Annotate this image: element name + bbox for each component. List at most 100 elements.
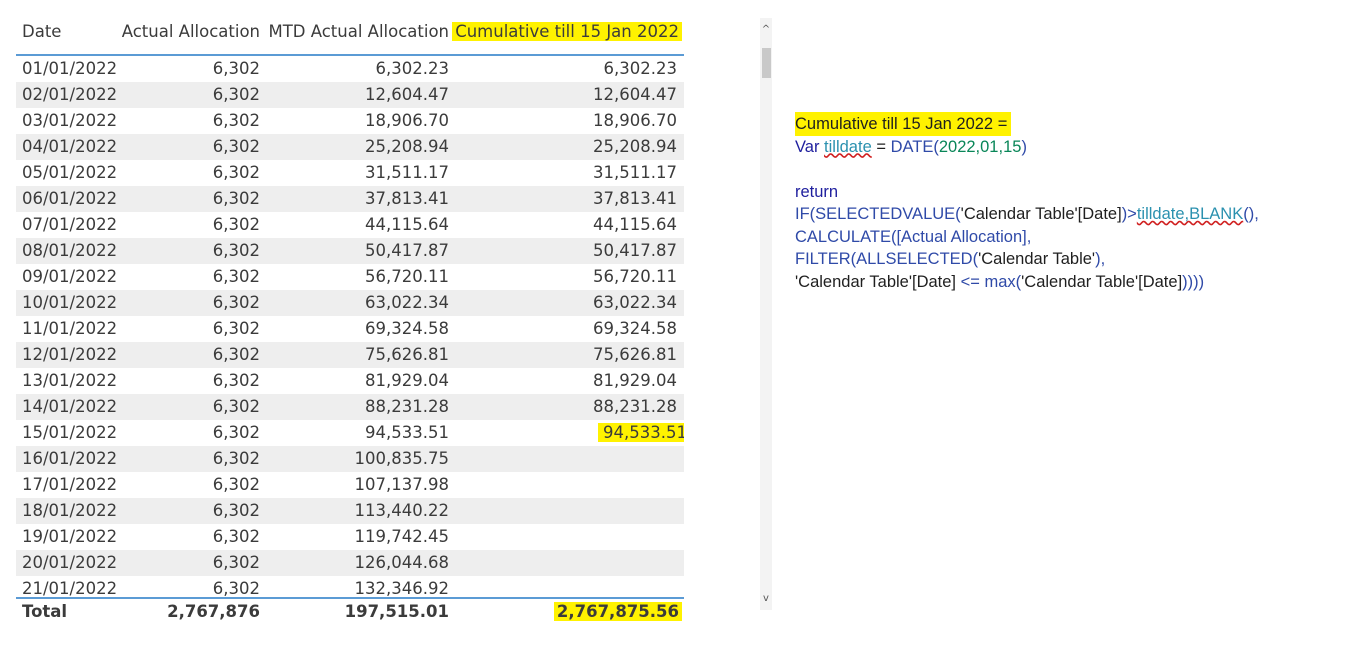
table-row[interactable]: 19/01/2022 6,302 119,742.45 bbox=[16, 524, 684, 550]
table-row[interactable]: 02/01/2022 6,302 12,604.47 12,604.47 bbox=[16, 82, 684, 108]
cell-mtd-actual-allocation: 50,417.87 bbox=[365, 241, 449, 260]
table-row[interactable]: 11/01/2022 6,302 69,324.58 69,324.58 bbox=[16, 316, 684, 342]
table-visual: Date Actual Allocation MTD Actual Alloca… bbox=[16, 14, 692, 624]
cell-mtd-actual-allocation: 81,929.04 bbox=[365, 371, 449, 390]
column-header-cumulative[interactable]: Cumulative till 15 Jan 2022 bbox=[452, 22, 682, 41]
cell-mtd-actual-allocation: 88,231.28 bbox=[365, 397, 449, 416]
cell-date: 03/01/2022 bbox=[22, 111, 118, 130]
cell-actual-allocation: 6,302 bbox=[212, 189, 260, 208]
cell-cumulative: 94,533.51 bbox=[598, 423, 684, 442]
cell-mtd-actual-allocation: 44,115.64 bbox=[365, 215, 449, 234]
column-header-date[interactable]: Date bbox=[22, 22, 62, 41]
chevron-down-icon[interactable]: v bbox=[763, 593, 769, 604]
code-token: 'Calendar Table'[Date] bbox=[795, 272, 957, 291]
table-row[interactable]: 13/01/2022 6,302 81,929.04 81,929.04 bbox=[16, 368, 684, 394]
cell-actual-allocation: 6,302 bbox=[212, 241, 260, 260]
cell-mtd-actual-allocation: 100,835.75 bbox=[354, 449, 449, 468]
code-token: <= bbox=[956, 272, 985, 291]
cell-date: 01/01/2022 bbox=[22, 59, 118, 78]
code-line-5: IF(SELECTEDVALUE('Calendar Table'[Date])… bbox=[795, 203, 1259, 226]
cell-date: 21/01/2022 bbox=[22, 579, 118, 597]
total-label: Total bbox=[22, 602, 68, 621]
cell-cumulative: 81,929.04 bbox=[593, 371, 677, 390]
cell-cumulative: 25,208.94 bbox=[593, 137, 677, 156]
cell-actual-allocation: 6,302 bbox=[212, 319, 260, 338]
table-row[interactable]: 18/01/2022 6,302 113,440.22 bbox=[16, 498, 684, 524]
column-header-actual-allocation[interactable]: Actual Allocation bbox=[121, 22, 260, 41]
cell-actual-allocation: 6,302 bbox=[212, 423, 260, 442]
table-row[interactable]: 14/01/2022 6,302 88,231.28 88,231.28 bbox=[16, 394, 684, 420]
code-token: ) bbox=[1021, 137, 1027, 156]
cell-cumulative: 44,115.64 bbox=[593, 215, 677, 234]
table-total-row: Total 2,767,876 197,515.01 2,767,875.56 bbox=[16, 597, 684, 626]
table-row[interactable]: 08/01/2022 6,302 50,417.87 50,417.87 bbox=[16, 238, 684, 264]
table-row[interactable]: 20/01/2022 6,302 126,044.68 bbox=[16, 550, 684, 576]
table-scrollbar[interactable]: ^ v bbox=[760, 18, 772, 610]
cell-mtd-actual-allocation: 75,626.81 bbox=[365, 345, 449, 364]
code-token: CALCULATE( bbox=[795, 227, 897, 246]
cell-cumulative: 18,906.70 bbox=[593, 111, 677, 130]
cell-mtd-actual-allocation: 18,906.70 bbox=[365, 111, 449, 130]
cell-actual-allocation: 6,302 bbox=[212, 293, 260, 312]
table-row[interactable]: 10/01/2022 6,302 63,022.34 63,022.34 bbox=[16, 290, 684, 316]
table-row[interactable]: 16/01/2022 6,302 100,835.75 bbox=[16, 446, 684, 472]
cell-cumulative: 69,324.58 bbox=[593, 319, 677, 338]
table-row[interactable]: 07/01/2022 6,302 44,115.64 44,115.64 bbox=[16, 212, 684, 238]
return-keyword: return bbox=[795, 182, 839, 201]
cell-actual-allocation: 6,302 bbox=[212, 397, 260, 416]
cell-date: 13/01/2022 bbox=[22, 371, 118, 390]
cell-cumulative: 6,302.23 bbox=[603, 59, 677, 78]
table-row[interactable]: 09/01/2022 6,302 56,720.11 56,720.11 bbox=[16, 264, 684, 290]
cell-date: 05/01/2022 bbox=[22, 163, 118, 182]
cell-actual-allocation: 6,302 bbox=[212, 215, 260, 234]
cell-date: 17/01/2022 bbox=[22, 475, 118, 494]
code-token: = bbox=[871, 137, 891, 156]
cell-actual-allocation: 6,302 bbox=[212, 85, 260, 104]
table-row[interactable]: 15/01/2022 6,302 94,533.51 94,533.51 bbox=[16, 420, 684, 446]
cell-date: 08/01/2022 bbox=[22, 241, 118, 260]
cell-date: 15/01/2022 bbox=[22, 423, 118, 442]
column-header-mtd-actual-allocation[interactable]: MTD Actual Allocation bbox=[268, 22, 449, 41]
table-row[interactable]: 01/01/2022 6,302 6,302.23 6,302.23 bbox=[16, 56, 684, 82]
chevron-up-icon[interactable]: ^ bbox=[761, 24, 771, 35]
cell-mtd-actual-allocation: 31,511.17 bbox=[365, 163, 449, 182]
table-row[interactable]: 12/01/2022 6,302 75,626.81 75,626.81 bbox=[16, 342, 684, 368]
cell-date: 19/01/2022 bbox=[22, 527, 118, 546]
code-token: [Actual Allocation] bbox=[896, 227, 1027, 246]
code-token: 'Calendar Table'[Date] bbox=[960, 205, 1122, 223]
cell-date: 16/01/2022 bbox=[22, 449, 118, 468]
cell-date: 20/01/2022 bbox=[22, 553, 118, 572]
cell-cumulative: 63,022.34 bbox=[593, 293, 677, 312]
table-row[interactable]: 17/01/2022 6,302 107,137.98 bbox=[16, 472, 684, 498]
table-row[interactable]: 06/01/2022 6,302 37,813.41 37,813.41 bbox=[16, 186, 684, 212]
cell-mtd-actual-allocation: 25,208.94 bbox=[365, 137, 449, 156]
total-cumulative: 2,767,875.56 bbox=[553, 602, 682, 621]
cell-cumulative: 31,511.17 bbox=[593, 163, 677, 182]
measure-name-text: Cumulative till 15 Jan 2022 bbox=[795, 115, 994, 133]
table-row[interactable]: 21/01/2022 6,302 132,346.92 bbox=[16, 576, 684, 597]
cell-cumulative: 50,417.87 bbox=[593, 241, 677, 260]
cell-date: 02/01/2022 bbox=[22, 85, 118, 104]
table-row[interactable]: 04/01/2022 6,302 25,208.94 25,208.94 bbox=[16, 134, 684, 160]
cell-actual-allocation: 6,302 bbox=[212, 59, 260, 78]
cell-cumulative: 56,720.11 bbox=[593, 267, 677, 286]
code-line-6: CALCULATE([Actual Allocation], bbox=[795, 226, 1259, 249]
table-row[interactable]: 03/01/2022 6,302 18,906.70 18,906.70 bbox=[16, 108, 684, 134]
code-line-7: FILTER(ALLSELECTED('Calendar Table'), bbox=[795, 248, 1259, 271]
cell-mtd-actual-allocation: 107,137.98 bbox=[354, 475, 449, 494]
code-token: , bbox=[1026, 227, 1032, 246]
table-row[interactable]: 05/01/2022 6,302 31,511.17 31,511.17 bbox=[16, 160, 684, 186]
code-token: FILTER(ALLSELECTED( bbox=[795, 250, 979, 268]
cell-actual-allocation: 6,302 bbox=[212, 371, 260, 390]
cell-mtd-actual-allocation: 37,813.41 bbox=[365, 189, 449, 208]
cell-mtd-actual-allocation: 12,604.47 bbox=[365, 85, 449, 104]
scroll-thumb[interactable] bbox=[762, 48, 771, 78]
code-token: IF( bbox=[795, 205, 816, 223]
cell-mtd-actual-allocation: 63,022.34 bbox=[365, 293, 449, 312]
cell-date: 04/01/2022 bbox=[22, 137, 118, 156]
cell-actual-allocation: 6,302 bbox=[212, 579, 260, 597]
code-token: (), bbox=[1243, 205, 1259, 223]
cell-mtd-actual-allocation: 119,742.45 bbox=[354, 527, 449, 546]
table-body: 01/01/2022 6,302 6,302.23 6,302.23 02/01/202… bbox=[16, 56, 684, 597]
measure-name: Cumulative till 15 Jan 2022 = bbox=[795, 112, 1012, 136]
